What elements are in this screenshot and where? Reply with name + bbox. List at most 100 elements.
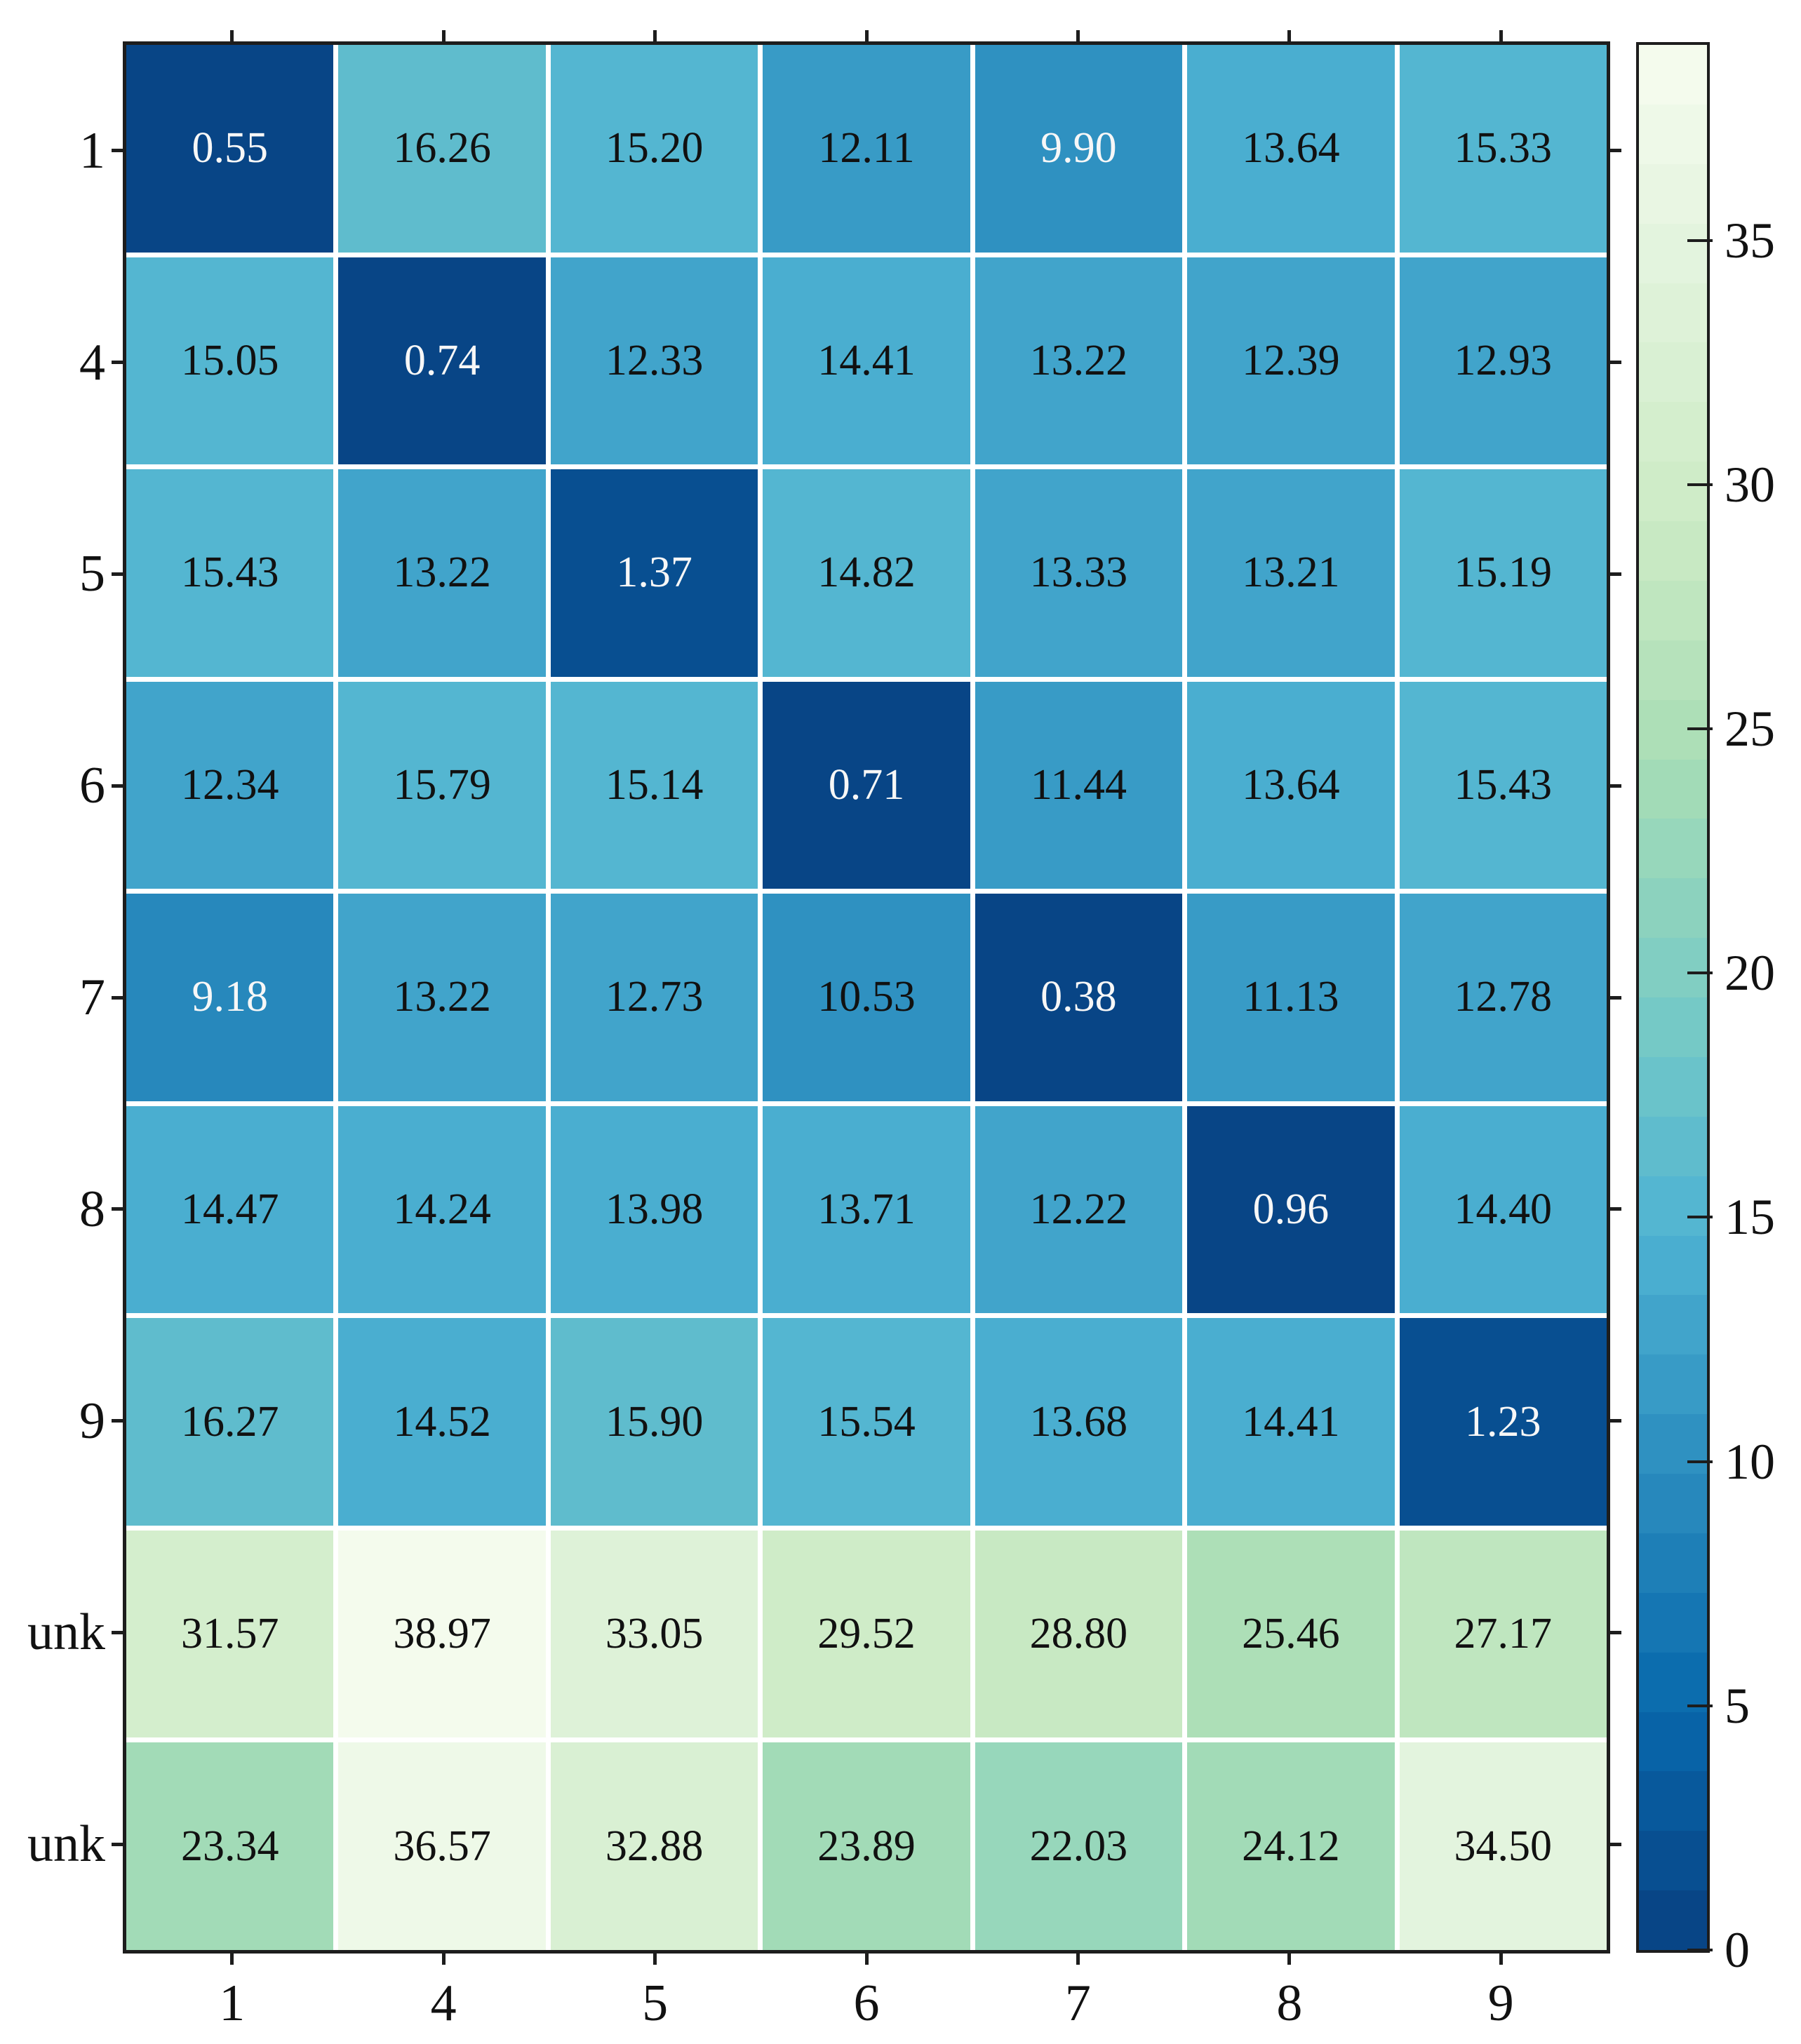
colorbar-gradient [1639,45,1707,1950]
cell-value: 16.27 [180,1397,279,1446]
cell-value: 32.88 [605,1822,704,1870]
heatmap-cell: 15.54 [763,1318,970,1526]
cell-value: 14.82 [817,549,916,597]
cell-value: 27.17 [1454,1610,1553,1658]
cell-value: 31.57 [180,1610,279,1658]
axis-tick [441,1954,446,1965]
axis-tick [1499,1954,1503,1965]
colorbar-segment [1639,1890,1707,1950]
cell-value: 15.19 [1454,549,1553,597]
cell-value: 23.34 [180,1822,279,1870]
axis-tick [1499,30,1503,41]
y-tick-label: 7 [79,969,105,1026]
heatmap-cell: 12.33 [550,257,758,465]
heatmap-cell: 1.23 [1399,1318,1607,1526]
colorbar-tick-label: 0 [1725,1922,1750,1978]
cell-value: 15.54 [817,1397,916,1446]
colorbar-segment [1639,223,1707,283]
heatmap-cell: 15.05 [126,257,334,465]
heatmap-cell: 16.27 [126,1318,334,1526]
heatmap-cell: 14.82 [763,469,970,677]
cell-value: 0.38 [1040,973,1117,1021]
axis-tick [1610,572,1621,576]
axis-tick [441,30,446,41]
heatmap-cell: 15.20 [550,45,758,253]
cell-value: 15.20 [605,124,704,173]
cell-value: 12.34 [180,760,279,809]
heatmap-cell: 24.12 [1187,1742,1395,1950]
colorbar-segment [1639,283,1707,343]
colorbar-segment [1639,1176,1707,1236]
cell-value: 0.55 [192,124,268,173]
colorbar-segment [1639,878,1707,939]
x-tick-label: 6 [853,1975,880,2032]
y-tick-label: 6 [79,757,105,815]
heatmap-cell: 23.34 [126,1742,334,1950]
colorbar-tick [1687,238,1713,242]
heatmap-cell: 15.90 [550,1318,758,1526]
cell-value: 9.18 [192,973,268,1021]
heatmap-cell: 29.52 [763,1530,970,1738]
axis-tick [112,361,123,365]
heatmap-cell: 9.18 [126,894,334,1101]
colorbar-segment [1639,759,1707,819]
heatmap-cell: 12.11 [763,45,970,253]
cell-value: 23.89 [817,1822,916,1870]
colorbar-tick [1687,1949,1713,1951]
cell-value: 15.79 [393,760,491,809]
heatmap-cell: 15.33 [1399,45,1607,253]
heatmap-cell: 13.71 [763,1105,970,1314]
cell-value: 13.22 [393,973,491,1021]
colorbar-segment [1639,1235,1707,1296]
cell-value: 13.33 [1029,549,1128,597]
x-tick-label: 7 [1064,1975,1091,2032]
heatmap-cell: 38.97 [338,1530,546,1738]
colorbar-tick-label: 15 [1725,1189,1775,1246]
cell-value: 12.22 [1029,1185,1128,1234]
colorbar-segment [1639,104,1707,164]
cell-value: 15.90 [605,1397,704,1446]
cell-value: 16.26 [393,124,491,173]
cell-value: 13.98 [605,1185,704,1234]
colorbar-tick [1687,727,1713,730]
cell-value: 14.41 [1242,1397,1340,1446]
colorbar-segment [1639,1831,1707,1891]
axis-tick [653,30,657,41]
heatmap-plot: 0.55 16.26 15.20 12.11 9.90 13.64 15.33 15.05 0.… [123,41,1610,1954]
colorbar-segment [1639,819,1707,879]
colorbar-tick-label: 10 [1725,1433,1775,1490]
colorbar-tick-label: 30 [1725,456,1775,513]
axis-tick [1610,1842,1621,1846]
colorbar-tick [1687,1704,1713,1707]
heatmap-cell: 0.55 [126,45,334,253]
heatmap-cell: 13.22 [338,469,546,677]
heatmap-cell: 28.80 [975,1530,1183,1738]
heatmap-cell: 12.73 [550,894,758,1101]
heatmap-cell: 12.93 [1399,257,1607,465]
colorbar-segment [1639,163,1707,224]
colorbar-tick [1687,1460,1713,1463]
heatmap-cell: 12.34 [126,681,334,889]
cell-value: 1.23 [1465,1397,1541,1446]
cell-value: 28.80 [1029,1610,1128,1658]
colorbar-segment [1639,1295,1707,1355]
axis-tick [112,1842,123,1846]
colorbar-segment [1639,1056,1707,1117]
heatmap-cell: 9.90 [975,45,1183,253]
cell-value: 14.41 [817,336,916,384]
colorbar-tick-label: 25 [1725,700,1775,757]
axis-tick [1287,30,1292,41]
cell-value: 13.71 [817,1185,916,1234]
cell-value: 0.74 [403,336,481,384]
cell-value: 13.64 [1242,124,1340,173]
axis-tick [230,30,234,41]
cell-value: 12.11 [818,124,915,173]
y-tick-label: unk [27,1815,105,1874]
colorbar-segment [1639,1414,1707,1474]
colorbar-tick [1687,483,1713,486]
heatmap-cell: 13.22 [975,257,1183,465]
heatmap-cell: 15.79 [338,681,546,889]
cell-value: 34.50 [1454,1822,1553,1870]
heatmap-cell: 14.41 [1187,1318,1395,1526]
cell-value: 12.33 [605,336,704,384]
